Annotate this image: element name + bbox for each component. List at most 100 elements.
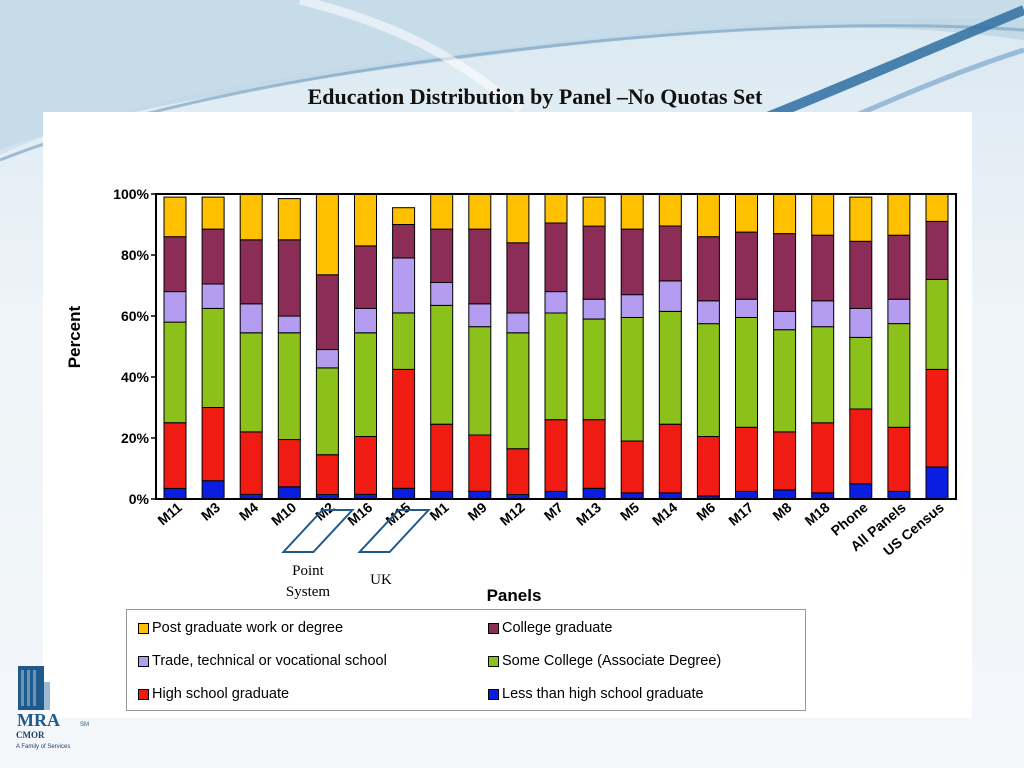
bar-segment — [163, 321, 187, 424]
bar-segment — [773, 329, 797, 433]
bar-segment — [163, 487, 187, 500]
bar-segment — [430, 490, 454, 500]
bar-segment — [392, 257, 416, 314]
bar-segment — [239, 239, 263, 305]
bar-segment — [582, 225, 606, 300]
bar-segment — [354, 193, 377, 247]
bar-segment — [887, 193, 911, 236]
highlight-markers — [281, 509, 431, 553]
bar-segment — [392, 487, 416, 500]
bar-segment — [468, 193, 492, 230]
bar-segment — [239, 193, 263, 241]
annotation-line: Point — [292, 563, 325, 579]
bar-segment — [658, 225, 682, 282]
bar-segment — [468, 326, 492, 436]
bar-segment — [544, 222, 568, 293]
legend-swatch — [488, 688, 499, 700]
bar-segment — [315, 454, 339, 495]
bar-segment — [696, 236, 720, 302]
bar-segment — [239, 303, 263, 334]
bar-segment — [849, 307, 873, 338]
bar-segment — [887, 234, 911, 300]
bar-segment — [544, 490, 568, 500]
legend-swatch — [138, 622, 149, 634]
bar-segment — [849, 483, 873, 500]
bar-segment — [735, 490, 758, 500]
x-tick-label: M13 — [573, 499, 604, 529]
stacked-bar-chart: 0%20%40%60%80%100% M11 M3 M4 M10 M2 M16 M15 M1 M… — [65, 186, 957, 605]
legend-swatch — [488, 655, 499, 667]
bar-segment — [773, 489, 797, 500]
legend-label: High school graduate — [152, 686, 290, 702]
bar-segment — [696, 323, 720, 438]
y-tick-label: 60% — [121, 308, 150, 324]
legend-label: Trade, technical or vocational school — [152, 653, 387, 669]
chart-title: Education Distribution by Panel –No Quot… — [307, 84, 763, 109]
bar-segment — [392, 224, 416, 259]
legend-swatch — [488, 622, 499, 634]
bar-segment — [392, 368, 416, 489]
bar-segment — [201, 228, 225, 285]
x-tick-label: M18 — [801, 499, 832, 529]
bar-segment — [620, 193, 644, 230]
bar-segment — [773, 310, 797, 331]
legend-label: College graduate — [502, 620, 613, 636]
bar-segment — [506, 448, 530, 496]
bar-segment — [315, 367, 339, 456]
bar-segment — [849, 240, 873, 309]
bar-segment — [925, 368, 949, 468]
legend-label: Less than high school graduate — [502, 686, 704, 702]
y-tick-label: 100% — [113, 186, 149, 202]
annotation-line: System — [286, 584, 331, 600]
bar-segment — [735, 193, 758, 233]
bar-segment — [468, 490, 492, 500]
x-tick-label: M5 — [617, 499, 642, 524]
bar-segment — [544, 193, 568, 224]
bar-segment — [811, 422, 835, 494]
y-tick-label: 0% — [129, 491, 150, 507]
bar-segment — [696, 193, 720, 238]
legend-item: Post graduate work or degree — [138, 620, 343, 636]
bar-segment — [735, 426, 758, 492]
bar-segment — [582, 196, 606, 227]
bar-segment — [696, 300, 720, 325]
bar-segment — [658, 280, 682, 312]
legend-item: Trade, technical or vocational school — [138, 653, 387, 669]
bar-segment — [925, 220, 949, 280]
legend-label: Some College (Associate Degree) — [502, 653, 722, 669]
bar-segment — [887, 298, 911, 325]
bar-segment — [506, 332, 530, 450]
x-tick-label: M10 — [268, 499, 299, 529]
bar-segment — [696, 436, 720, 497]
bar-segment — [887, 323, 911, 428]
x-tick-label: M14 — [649, 499, 680, 529]
bar-segment — [506, 242, 530, 314]
bar-segment — [658, 423, 682, 494]
bar-segment — [201, 283, 225, 309]
bar-segment — [201, 407, 225, 482]
bar-segment — [773, 193, 797, 235]
legend-swatch — [138, 688, 149, 700]
bar-segment — [201, 480, 225, 500]
y-tick-label: 40% — [121, 369, 150, 385]
bar-segment — [811, 193, 835, 236]
x-tick-label: M7 — [541, 499, 566, 524]
bar-segment — [735, 317, 758, 428]
bar-segment — [506, 193, 530, 244]
bar-segment — [544, 291, 568, 314]
bar-segment — [430, 304, 454, 425]
bar-segment — [163, 236, 187, 293]
legend-item: College graduate — [488, 620, 612, 636]
legend-swatch — [138, 655, 149, 667]
x-tick-label: M12 — [497, 499, 528, 529]
bar-segment — [582, 318, 606, 421]
bar-segment — [430, 423, 454, 492]
bar-segment — [925, 193, 949, 222]
bar-segment — [354, 436, 377, 495]
legend-item: High school graduate — [138, 686, 289, 702]
bar-segment — [239, 431, 263, 495]
svg-text:SM: SM — [80, 722, 89, 728]
bar-segment — [354, 332, 377, 437]
bar-segment — [544, 312, 568, 421]
bar-segment — [811, 234, 835, 302]
